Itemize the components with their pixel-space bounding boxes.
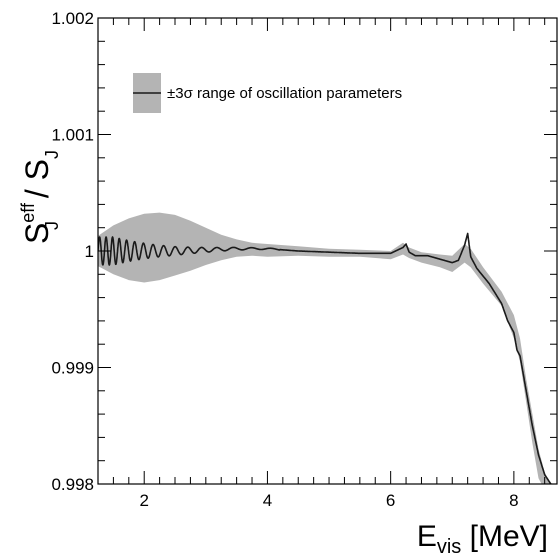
x-tick-label: 2 — [139, 491, 148, 510]
x-axis-title-main: E — [417, 520, 437, 553]
y-axis-title: SeffJ / SJ — [18, 150, 62, 244]
y-axis-title-sup: eff — [18, 202, 38, 223]
x-tick-label: 8 — [509, 491, 518, 510]
x-tick-label: 4 — [263, 491, 272, 510]
y-tick-label: 0.999 — [51, 359, 94, 378]
band-layer — [98, 212, 551, 484]
y-axis: 0.998 0.999 1 1.001 1.002 — [51, 9, 557, 494]
line-layer — [98, 232, 553, 484]
y-tick-label: 1 — [85, 242, 94, 261]
y-tick-label: 0.998 — [51, 475, 94, 494]
x-axis-title: Evis [MeV] — [417, 520, 548, 555]
band-series — [98, 212, 551, 484]
central-line-series — [98, 232, 553, 484]
y-tick-label: 1.001 — [51, 126, 94, 145]
legend-entry: ±3σ range of oscillation parameters — [167, 85, 402, 102]
y-axis-title-den-sub: J — [42, 150, 62, 159]
y-axis-title-sub: J — [42, 221, 62, 230]
x-axis-title-sub: vis — [437, 536, 461, 555]
x-tick-label: 6 — [386, 491, 395, 510]
y-tick-label: 1.002 — [51, 9, 94, 28]
x-axis: 2 4 6 8 — [97, 18, 546, 510]
y-axis-title-sep: / — [19, 180, 55, 207]
y-axis-title-main: S — [19, 223, 55, 244]
legend: ±3σ range of oscillation parameters — [133, 73, 402, 113]
x-axis-title-unit: [MeV] — [461, 520, 548, 553]
y-axis-title-den: S — [19, 159, 55, 180]
